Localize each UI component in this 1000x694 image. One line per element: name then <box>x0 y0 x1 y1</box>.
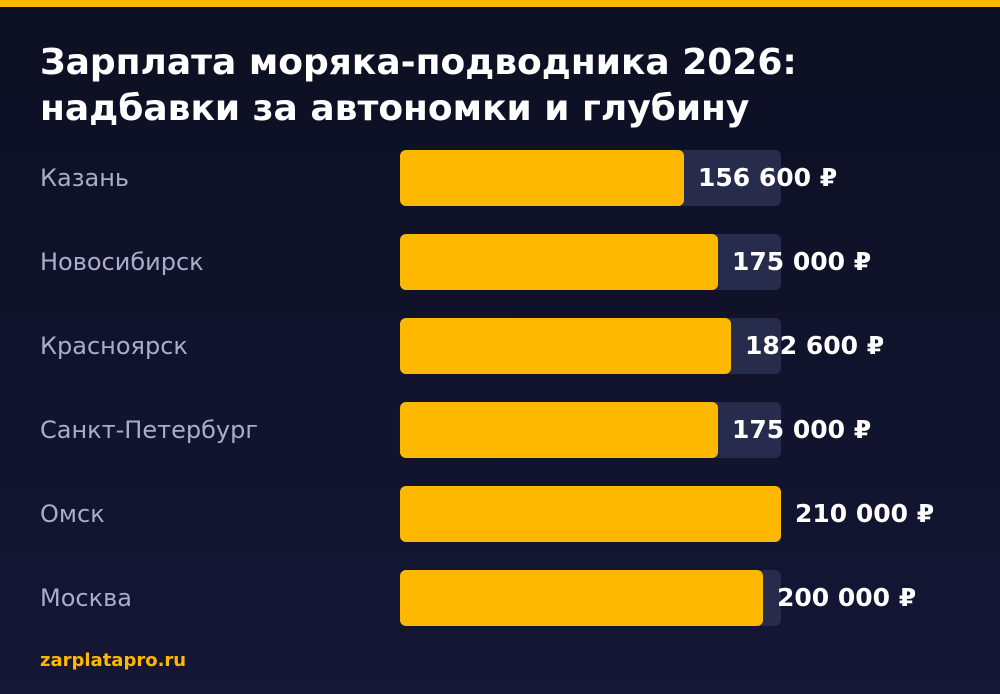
site-footer[interactable]: zarplatapro.ru <box>40 650 187 671</box>
category-label: Омск <box>40 500 105 528</box>
bar <box>400 318 731 374</box>
value-label: 156 600 ₽ <box>698 163 838 192</box>
bar-row: Новосибирск 175 000 ₽ <box>0 234 1000 290</box>
bar-row: Казань 156 600 ₽ <box>0 150 1000 206</box>
bar-row: Москва 200 000 ₽ <box>0 570 1000 626</box>
bar <box>400 570 763 626</box>
bar <box>400 234 718 290</box>
bar-row: Санкт-Петербург 175 000 ₽ <box>0 402 1000 458</box>
value-label: 175 000 ₽ <box>732 247 872 276</box>
category-label: Новосибирск <box>40 248 204 276</box>
bar-row: Омск 210 000 ₽ <box>0 486 1000 542</box>
value-label: 200 000 ₽ <box>777 583 917 612</box>
category-label: Санкт-Петербург <box>40 416 258 444</box>
chart-title-line-1: Зарплата моряка-подводника 2026: <box>40 42 797 83</box>
bar-row: Красноярск 182 600 ₽ <box>0 318 1000 374</box>
value-label: 182 600 ₽ <box>745 331 885 360</box>
category-label: Казань <box>40 164 130 192</box>
chart-title-line-2: надбавки за автономки и глубину <box>40 88 750 129</box>
category-label: Красноярск <box>40 332 188 360</box>
bar <box>400 486 781 542</box>
chart-title: Зарплата моряка-подводника 2026: надбавк… <box>40 40 960 132</box>
bar <box>400 150 684 206</box>
value-label: 175 000 ₽ <box>732 415 872 444</box>
value-label: 210 000 ₽ <box>795 499 935 528</box>
top-accent-bar <box>0 0 1000 7</box>
bar <box>400 402 718 458</box>
category-label: Москва <box>40 584 132 612</box>
